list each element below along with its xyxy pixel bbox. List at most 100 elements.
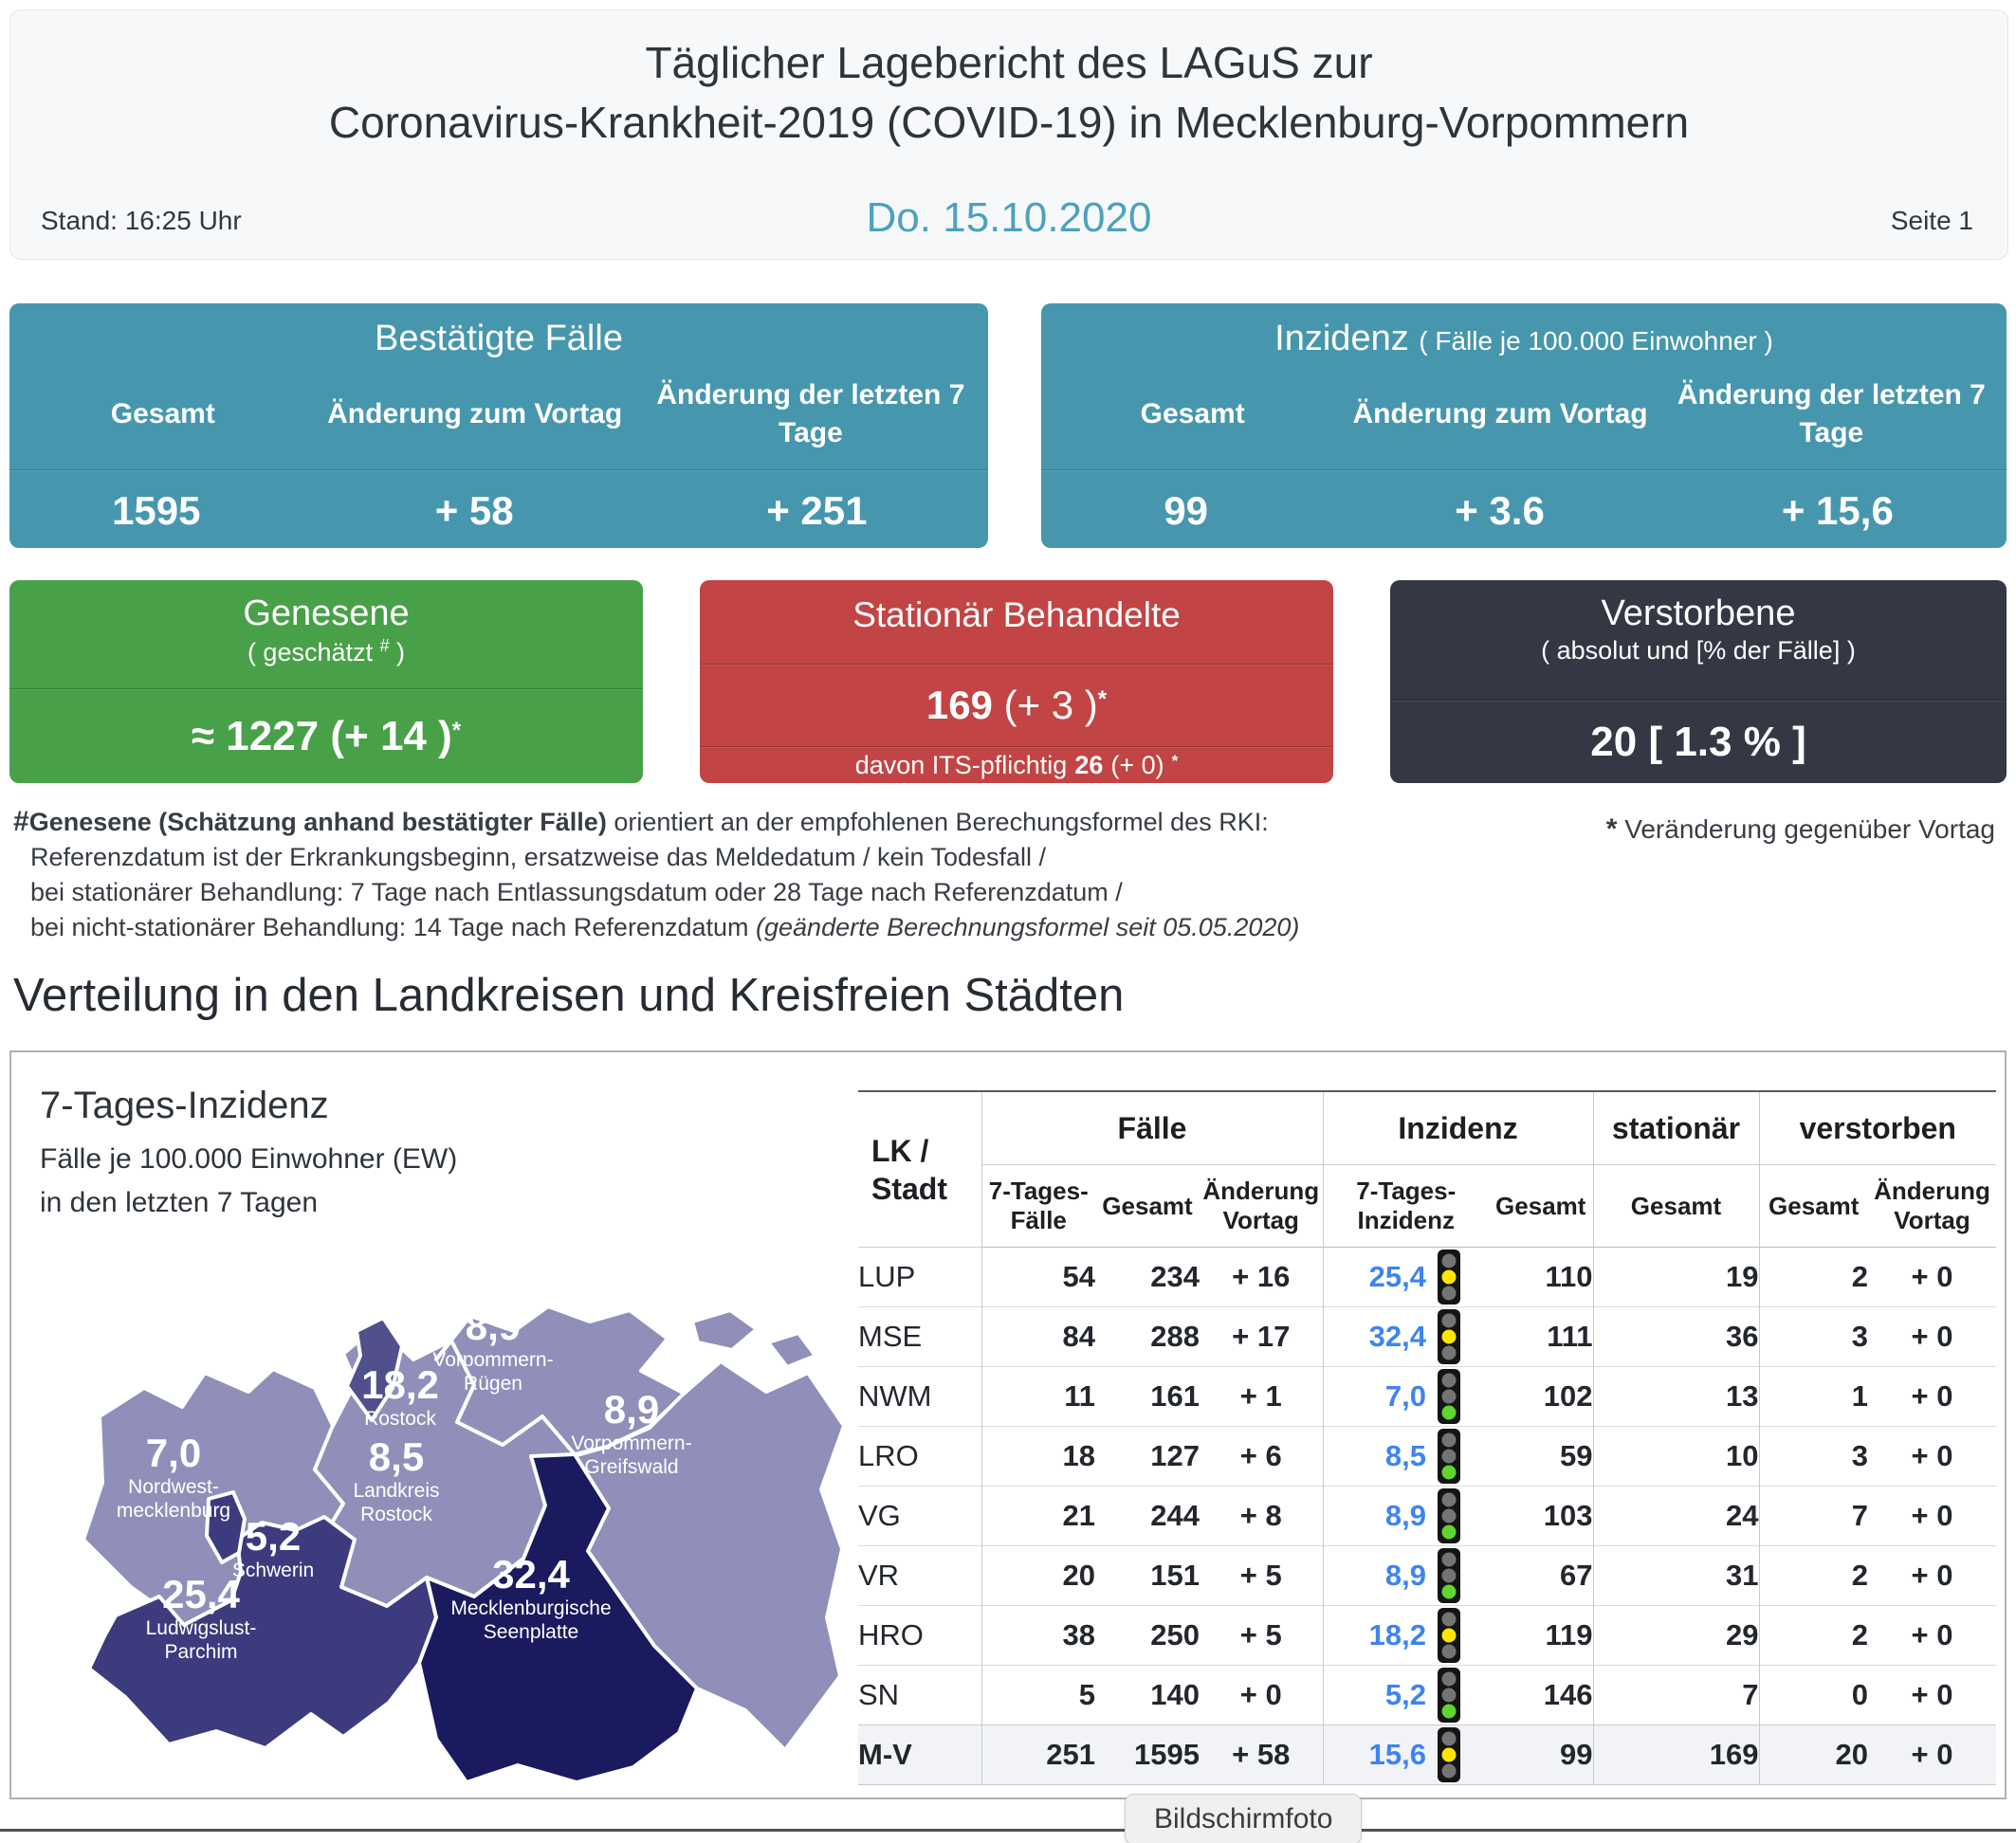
traffic-light-icon [1438,1608,1460,1663]
deaths-delta: + 0 [1911,1260,1953,1293]
region-code: NWM [858,1366,982,1427]
header-7day-incidence[interactable]: 7-Tages-Inzidenz [1356,1177,1457,1234]
deaths-total: 7 [1851,1499,1868,1532]
state-map: 7,0 Nordwest- mecklenburg 5,2 Schwerin 2… [28,1305,863,1797]
region-code: MSE [858,1306,982,1367]
footnote-line2: Referenzdatum ist der Erkrankungsbeginn,… [30,843,1047,871]
deceased-card: Verstorbene ( absolut und [% der Fälle] … [1390,580,2007,783]
deaths-total: 2 [1851,1618,1868,1651]
total-cases: 151 [1150,1559,1200,1592]
week-cases: 20 [1062,1559,1095,1592]
cases-delta: + 0 [1200,1665,1324,1725]
icu-line: davon ITS-pflichtig 26 (+ 0) * [700,746,1333,783]
incidence-7day: 8,9 [1323,1487,1489,1546]
page-title: Täglicher Lagebericht des LAGuS zur Coro… [10,33,2007,153]
window-bottom-border [0,1829,2016,1832]
state-map-svg [82,1305,846,1784]
header-hospital-total: Gesamt [1593,1164,1760,1248]
deceased-title: Verstorbene [1601,593,1796,633]
cases-delta: + 8 [1200,1486,1324,1546]
deaths-delta: + 0 [1911,1499,1953,1532]
incidence-7day: 15,6 [1323,1725,1489,1785]
hospitalized-card: Stationär Behandelte 169 (+ 3 ) * davon I… [700,580,1333,783]
incidence-7day: 32,4 [1323,1307,1489,1367]
region-table-body: LUP 54 234 + 16 25,4 110 19 2 + 0 MSE 84 288 + 17 32… [858,1247,1997,1785]
deceased-value: 20 [ 1.3 % ] [1390,700,2007,783]
deaths-delta: + 0 [1911,1439,1953,1472]
incidence-7day: 8,9 [1323,1546,1489,1606]
table-row-NWM: NWM 11 161 + 1 7,0 102 13 1 + 0 [858,1366,1997,1427]
incidence-total: 67 [1489,1545,1594,1606]
map-legend-title: 7-Tages-Inzidenz [40,1085,329,1126]
footnote-line3: bei stationärer Behandlung: 7 Tage nach … [30,878,1123,906]
page-title-line2: Coronavirus-Krankheit-2019 (COVID-19) in… [328,98,1690,147]
confirmed-7days-value: + 251 [766,487,868,533]
report-timestamp: Stand: 16:25 Uhr [41,206,242,235]
week-cases: 54 [1062,1260,1095,1293]
traffic-light-icon [1438,1548,1460,1603]
hospitalized-total: 19 [1593,1247,1760,1307]
deaths-delta: + 0 [1911,1320,1953,1353]
header-group-hospital: stationär [1593,1091,1760,1165]
header-group-cases: Fälle [981,1091,1324,1165]
recovered-subtitle: ( geschätzt # ) [247,636,406,666]
week-cases: 84 [1062,1320,1095,1353]
incidence-total: 102 [1489,1366,1594,1427]
region-table: LK / Stadt Fälle Inzidenz stationär vers… [858,1090,1997,1785]
region-code: VR [858,1545,982,1606]
distribution-panel: 7-Tages-Inzidenz Fälle je 100.000 Einwoh… [9,1050,2007,1799]
header-cases-delta: Änderung Vortag [1200,1164,1324,1248]
deaths-total: 1 [1851,1379,1868,1413]
incidence-total: 119 [1489,1605,1594,1666]
recovered-value: ≈ 1227 (+ 14 ) * [9,688,643,783]
hospitalized-value: 169 (+ 3 ) * [700,664,1333,746]
hospitalized-title: Stationär Behandelte [852,595,1181,634]
traffic-light-icon [1438,1369,1460,1424]
map-region-mecklenburgische-seenplatte [417,1452,699,1784]
incidence-subtitle: ( Fälle je 100.000 Einwohner ) [1419,326,1773,356]
map-island-2 [766,1331,817,1369]
footnote-line4: bei nicht-stationärer Behandlung: 14 Tag… [30,913,1300,941]
traffic-light-icon [1438,1250,1460,1305]
section-title: Verteilung in den Landkreisen und Kreisf… [13,970,1125,1021]
incidence-7day: 7,0 [1323,1367,1489,1427]
incidence-col-total: Gesamt [1140,398,1245,429]
screenshot-tooltip[interactable]: Bildschirmfoto [1125,1794,1363,1843]
deaths-total: 2 [1851,1559,1868,1592]
incidence-title-text: Inzidenz [1274,319,1409,358]
map-legend-line2: in den letzten 7 Tagen [40,1187,319,1218]
region-code: LUP [858,1247,982,1307]
cases-delta: + 16 [1200,1247,1324,1307]
incidence-title: Inzidenz ( Fälle je 100.000 Einwohner ) [1041,303,2007,359]
map-region-rostock-city [345,1316,404,1422]
hospitalized-total: 31 [1593,1545,1760,1606]
recovered-title: Genesene [243,593,410,633]
week-cases: 5 [1078,1678,1095,1711]
table-row-MSE: MSE 84 288 + 17 32,4 111 36 3 + 0 [858,1306,1997,1367]
incidence-7day: 25,4 [1323,1248,1489,1307]
deaths-delta: + 0 [1911,1738,1953,1771]
total-cases: 244 [1150,1499,1200,1532]
table-row-LUP: LUP 54 234 + 16 25,4 110 19 2 + 0 [858,1247,1996,1307]
header-deaths-total: Gesamt [1769,1191,1860,1220]
hospitalized-total: 29 [1593,1605,1760,1666]
table-row-M-V: M-V 251 1595 + 58 15,6 99 169 20 + 0 [858,1724,1997,1785]
page-number: Seite 1 [1890,206,1973,235]
incidence-total: 59 [1489,1426,1594,1487]
deceased-subtitle: ( absolut und [% der Fälle] ) [1541,636,1856,665]
deaths-total: 0 [1851,1678,1868,1711]
total-cases: 127 [1150,1439,1200,1472]
map-legend-line1: Fälle je 100.000 Einwohner (EW) [40,1143,458,1175]
hospitalized-total: 169 [1593,1724,1760,1785]
confirmed-total-value: 1595 [112,487,201,533]
cases-delta: + 5 [1200,1545,1324,1606]
traffic-light-icon [1438,1727,1460,1782]
hospitalized-total: 10 [1593,1426,1760,1487]
total-cases: 161 [1150,1379,1200,1413]
total-cases: 288 [1150,1320,1200,1353]
hospitalized-total: 36 [1593,1306,1760,1367]
header-group-incidence: Inzidenz [1323,1091,1594,1165]
incidence-total: 111 [1489,1306,1594,1367]
table-row-VG: VG 21 244 + 8 8,9 103 24 7 + 0 [858,1486,1997,1546]
header-incidence-total: Gesamt [1489,1164,1594,1248]
